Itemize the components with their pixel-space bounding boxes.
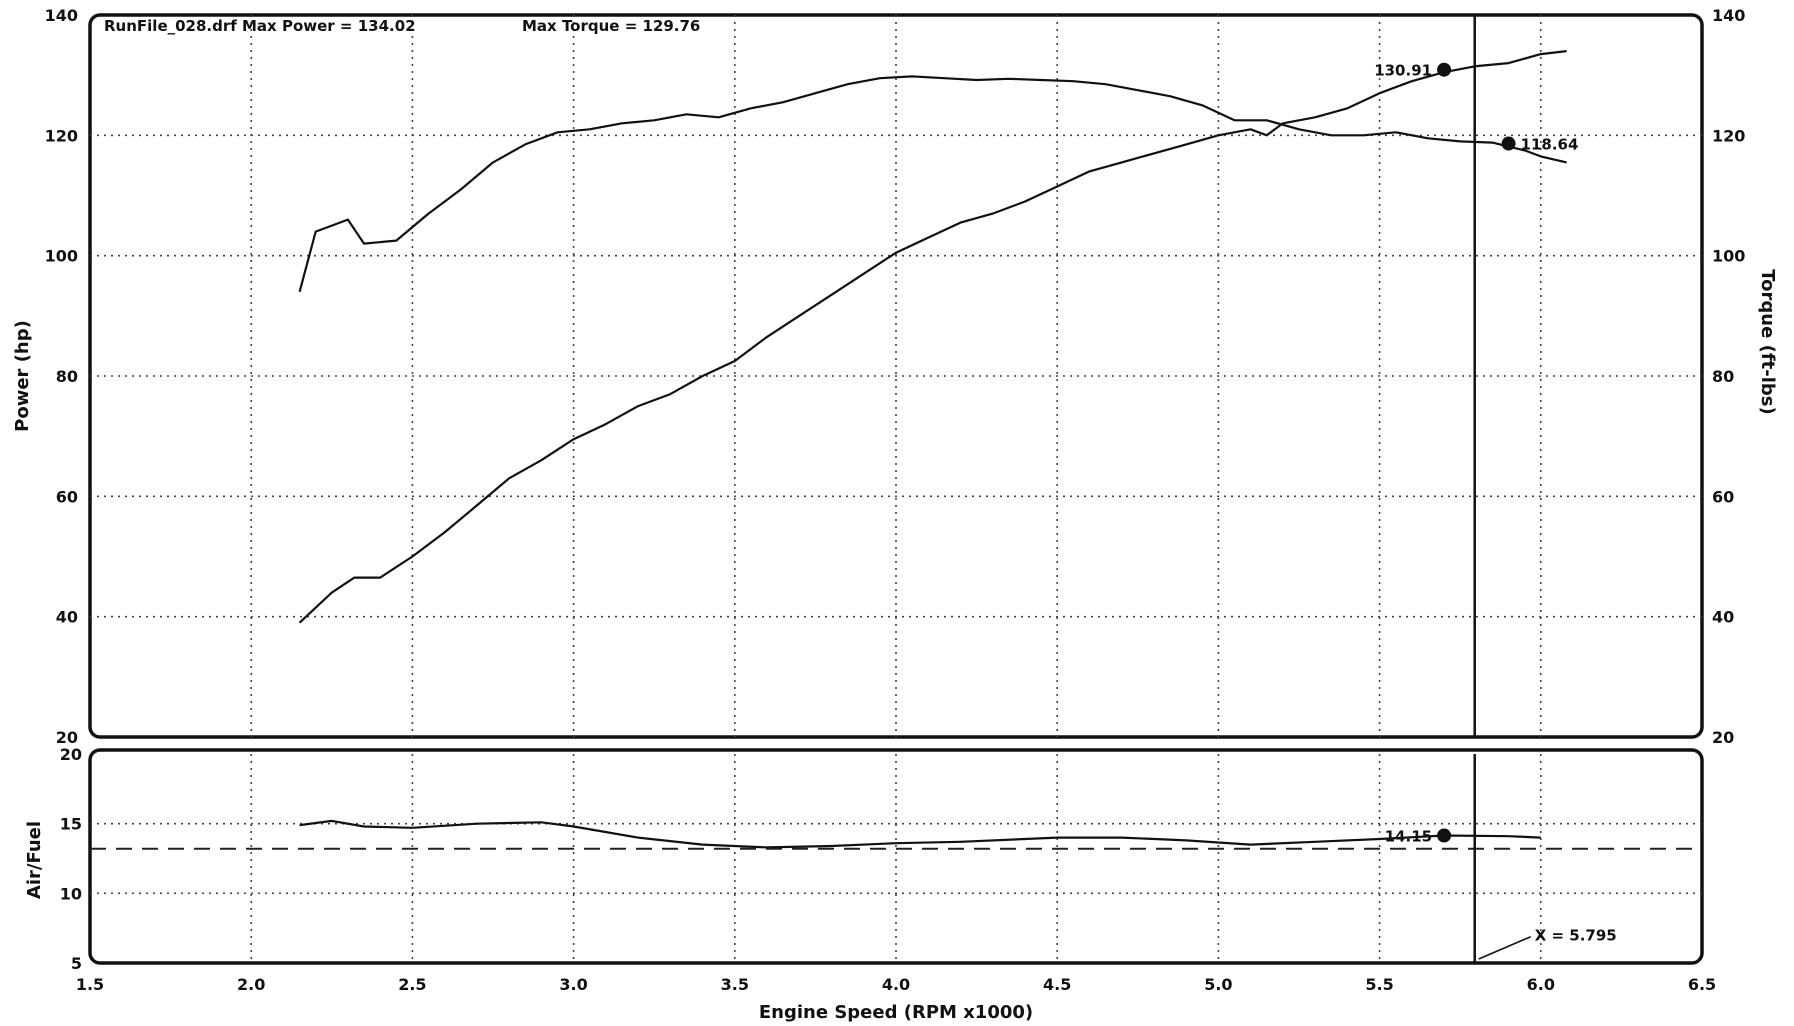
data-curves <box>298 50 1567 849</box>
value-markers: 130.91 118.64 14.15 <box>1374 62 1579 960</box>
left-axis-title: Power (hp) <box>12 320 33 432</box>
main-gridlines <box>90 15 1702 737</box>
af-tick-label: 5 <box>71 954 82 973</box>
x-tick-label: 5.5 <box>1365 975 1393 994</box>
af-tick-labels: 5 10 15 20 <box>60 745 82 973</box>
marker-label: 130.91 <box>1374 62 1432 80</box>
x-tick-label: 3.0 <box>559 975 587 994</box>
torque-tick-label: 20 <box>1712 728 1734 747</box>
torque-tick-label: 120 <box>1712 126 1745 145</box>
power-tick-label: 40 <box>56 608 78 627</box>
torque-tick-label: 60 <box>1712 487 1734 506</box>
cursor-x-label: X = 5.795 <box>1535 927 1617 945</box>
power-tick-label: 140 <box>45 6 78 25</box>
x-tick-label: 5.0 <box>1204 975 1232 994</box>
right-axis-title: Torque (ft-lbs) <box>1757 269 1778 414</box>
chart-header-torque: Max Torque = 129.76 <box>522 17 700 35</box>
x-axis-title: Engine Speed (RPM x1000) <box>759 1002 1033 1023</box>
x-tick-label: 4.5 <box>1043 975 1071 994</box>
x-tick-labels: 1.5 2.0 2.5 3.0 3.5 4.0 4.5 5.0 5.5 6.0 6.5 <box>76 975 1716 994</box>
af-tick-label: 10 <box>60 884 82 903</box>
torque-tick-labels: 20 40 60 80 100 120 140 <box>1712 6 1745 747</box>
power-tick-label: 80 <box>56 367 78 386</box>
chart-header-power: RunFile_028.drf Max Power = 134.02 <box>104 17 416 35</box>
x-tick-label: 1.5 <box>76 975 104 994</box>
torque-tick-label: 140 <box>1712 6 1745 25</box>
power-curve <box>298 50 1567 624</box>
af-tick-label: 20 <box>60 745 82 764</box>
air-fuel-curve <box>299 819 1541 849</box>
marker-label: 14.15 <box>1385 828 1432 846</box>
torque-curve <box>298 75 1567 293</box>
torque-tick-label: 80 <box>1712 367 1734 386</box>
power-tick-labels: 20 40 60 80 100 120 140 <box>45 6 78 747</box>
x-tick-label: 2.5 <box>398 975 426 994</box>
af-tick-label: 15 <box>60 815 82 834</box>
marker-dot <box>1437 62 1452 77</box>
marker-dot <box>1437 828 1452 843</box>
x-tick-label: 4.0 <box>882 975 910 994</box>
power-tick-label: 120 <box>45 126 78 145</box>
af-gridlines <box>90 754 1702 963</box>
af-axis-title: Air/Fuel <box>24 821 45 899</box>
torque-tick-label: 40 <box>1712 608 1734 627</box>
power-tick-label: 60 <box>56 487 78 506</box>
cursor-label-leader <box>1478 935 1532 960</box>
x-tick-label: 6.5 <box>1688 975 1716 994</box>
marker-label: 118.64 <box>1521 136 1579 154</box>
af-plot-frame <box>88 748 1704 965</box>
power-tick-label: 100 <box>45 247 78 266</box>
torque-tick-label: 100 <box>1712 247 1745 266</box>
power-tick-label: 20 <box>56 728 78 747</box>
x-tick-label: 6.0 <box>1527 975 1555 994</box>
x-tick-label: 2.0 <box>237 975 265 994</box>
x-tick-label: 3.5 <box>721 975 749 994</box>
marker-dot <box>1501 136 1516 151</box>
